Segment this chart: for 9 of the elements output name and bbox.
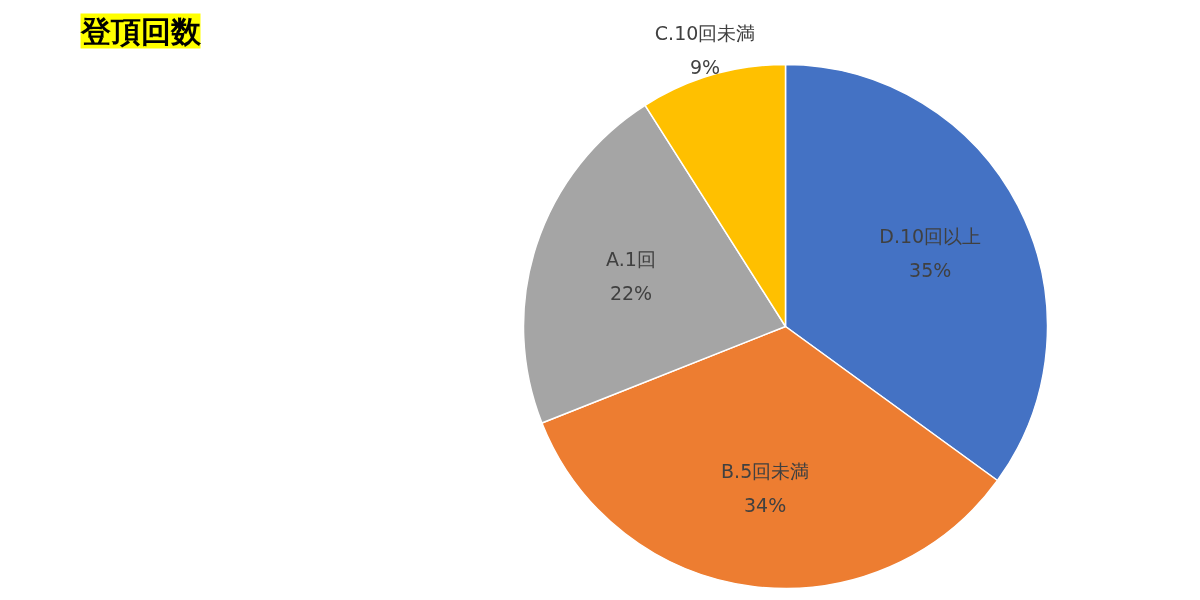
data-label: 35% (909, 258, 952, 281)
slice-label: C.10回未満 (654, 21, 756, 44)
slice-label: B.5回未満 (721, 459, 810, 482)
data-label: 22% (609, 282, 653, 305)
data-label: 9% (690, 55, 721, 78)
data-label: 34% (744, 493, 787, 516)
text: 登頂回数 (79, 13, 202, 49)
slice-label: A.1回 (606, 248, 656, 271)
slice-label: D.10回以上 (879, 224, 982, 247)
